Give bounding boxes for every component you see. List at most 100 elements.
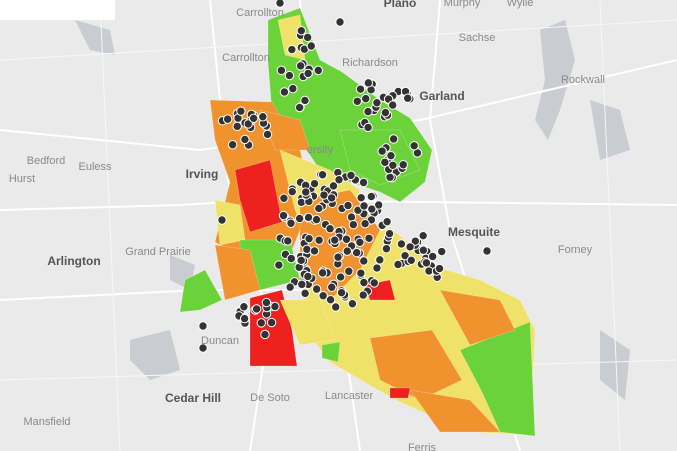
point <box>406 255 416 266</box>
point <box>360 218 370 229</box>
point <box>331 302 341 312</box>
point <box>335 272 346 282</box>
point <box>402 93 413 103</box>
point <box>258 112 268 122</box>
point <box>236 106 246 116</box>
point <box>336 287 347 298</box>
water <box>75 20 630 400</box>
place-labels: Carrollton Plano Murphy Wylie Carrollton Sach… <box>9 0 605 451</box>
point <box>325 224 335 234</box>
point <box>274 260 284 270</box>
point <box>278 210 289 221</box>
point <box>327 282 337 292</box>
point <box>311 284 322 294</box>
point <box>262 129 273 140</box>
place-label: Mansfield <box>23 416 70 428</box>
place-label: Murphy <box>444 0 481 9</box>
point <box>344 266 354 276</box>
point <box>372 98 382 108</box>
point <box>232 121 242 132</box>
place-label: Carrollton <box>222 52 270 64</box>
point <box>375 255 385 265</box>
place-label: Carrollton <box>236 7 284 19</box>
place-label: Ferris <box>408 442 437 451</box>
point <box>342 246 352 256</box>
point <box>396 239 407 249</box>
point <box>309 246 320 256</box>
point <box>358 177 369 188</box>
place-label: Euless <box>78 161 112 173</box>
point <box>287 44 297 55</box>
point <box>380 107 391 118</box>
point <box>358 290 368 300</box>
point <box>377 146 387 156</box>
place-label: Mesquite <box>448 225 500 239</box>
point <box>352 96 362 106</box>
point <box>421 258 432 268</box>
point <box>198 343 208 353</box>
point <box>333 252 343 262</box>
point <box>314 203 324 214</box>
point <box>303 271 313 282</box>
point <box>328 181 339 191</box>
place-label: Grand Prairie <box>125 246 190 258</box>
point <box>359 277 369 288</box>
place-label: Forney <box>558 244 593 256</box>
point <box>400 250 410 261</box>
point <box>239 302 249 312</box>
point <box>346 170 356 181</box>
point <box>283 236 293 246</box>
point <box>302 32 313 43</box>
point <box>437 246 447 257</box>
search-box[interactable] <box>0 0 115 20</box>
point <box>384 228 395 239</box>
point <box>227 140 238 150</box>
point <box>295 61 306 71</box>
place-label: ersity <box>307 144 334 156</box>
point <box>243 119 253 129</box>
point <box>279 87 290 97</box>
point <box>319 190 329 200</box>
point <box>279 193 289 203</box>
place-label: Garland <box>419 89 464 103</box>
point <box>222 114 233 124</box>
point <box>309 178 320 189</box>
place-label: Cedar Hill <box>165 391 221 405</box>
point <box>369 278 379 288</box>
point <box>427 251 438 262</box>
point <box>363 106 373 117</box>
point <box>217 215 227 225</box>
point <box>363 78 374 88</box>
point <box>366 191 377 202</box>
point <box>347 299 358 309</box>
point <box>393 259 403 270</box>
point <box>388 160 398 170</box>
point <box>418 230 428 241</box>
point <box>303 68 313 79</box>
point <box>348 219 359 230</box>
point <box>275 0 285 8</box>
point <box>434 263 445 274</box>
point <box>301 187 311 197</box>
point <box>341 234 352 244</box>
point <box>381 244 392 254</box>
point <box>286 218 296 228</box>
point <box>260 329 270 340</box>
point <box>410 236 421 246</box>
point <box>418 245 429 255</box>
point <box>251 304 262 314</box>
point <box>296 25 307 36</box>
point <box>317 268 328 278</box>
point <box>239 313 250 324</box>
point <box>270 301 280 312</box>
point <box>266 317 277 328</box>
point <box>351 247 362 258</box>
point <box>276 65 287 76</box>
point <box>361 93 371 104</box>
point <box>288 83 298 94</box>
point <box>325 295 336 305</box>
point <box>248 113 259 124</box>
place-label: Richardson <box>342 57 398 69</box>
place-label: Arlington <box>47 254 100 268</box>
point <box>356 268 366 278</box>
